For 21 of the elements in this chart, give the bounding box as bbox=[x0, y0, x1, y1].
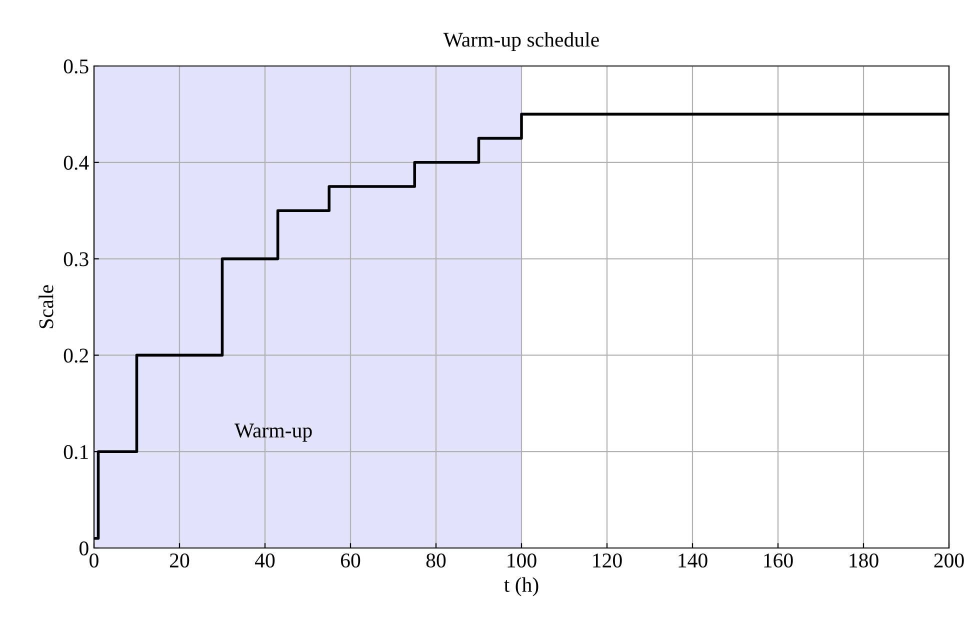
x-tick-label: 200 bbox=[934, 553, 964, 568]
y-tick-label: 0 bbox=[80, 541, 88, 556]
y-tick-label: 0.4 bbox=[64, 156, 89, 170]
y-tick-label: 0.1 bbox=[64, 444, 88, 460]
chart-title: Warm-up schedule bbox=[443, 32, 599, 51]
x-tick-label: 100 bbox=[508, 553, 536, 568]
x-tick-label: 80 bbox=[426, 553, 446, 568]
x-tick-label: 140 bbox=[678, 553, 708, 568]
y-tick-label: 0.3 bbox=[64, 252, 88, 266]
x-tick-label: 160 bbox=[764, 553, 793, 568]
y-axis-title: Scale bbox=[38, 285, 54, 328]
y-tick-label: 0.5 bbox=[64, 59, 88, 74]
x-tick-label: 20 bbox=[170, 553, 190, 568]
band-label: Warm-up bbox=[234, 424, 312, 442]
x-axis-title: t (h) bbox=[504, 577, 538, 596]
y-tick-label: 0.2 bbox=[64, 348, 88, 363]
x-tick-label: 180 bbox=[850, 553, 878, 568]
x-tick-label: 60 bbox=[340, 553, 360, 568]
x-tick-label: 40 bbox=[254, 553, 275, 568]
x-tick-label: 0 bbox=[90, 553, 98, 568]
x-tick-label: 120 bbox=[593, 553, 622, 568]
